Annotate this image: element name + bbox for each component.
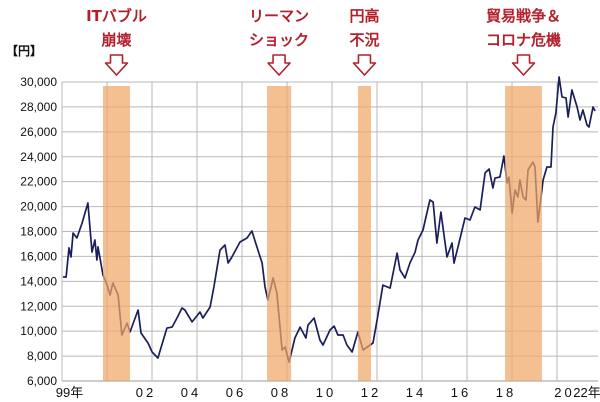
y-tick-label: 6,000: [27, 374, 57, 388]
period-label: リーマン: [249, 7, 309, 25]
y-tick-label: 12,000: [20, 299, 57, 313]
shaded-periods: [103, 86, 542, 381]
down-arrow-icon: [511, 54, 536, 76]
period-label: コロナ危機: [486, 31, 561, 49]
x-tick-label: 18: [496, 385, 516, 400]
y-tick-label: 14,000: [20, 274, 57, 288]
x-tick-label: 14: [406, 385, 426, 400]
x-tick-label: 04: [181, 385, 201, 400]
y-unit-label: 【円】: [6, 43, 42, 58]
period-label: 不況: [349, 31, 379, 49]
period-label: ショック: [249, 31, 309, 49]
shaded-period: [103, 86, 130, 381]
y-tick-label: 18,000: [20, 225, 57, 239]
x-tick-label: 20: [554, 385, 574, 400]
x-tick-label: 22年: [573, 385, 600, 400]
x-tick-label: 99年: [56, 385, 83, 400]
y-tick-label: 30,000: [20, 75, 57, 89]
period-label: ITバブル: [86, 7, 147, 25]
x-tick-label: 12: [361, 385, 381, 400]
x-tick-label: 08: [271, 385, 291, 400]
period-label: 円高: [349, 7, 379, 25]
y-tick-label: 24,000: [20, 150, 57, 164]
x-tick-label: 16: [451, 385, 471, 400]
down-arrow-icon: [267, 54, 291, 76]
y-axis: 6,000 8,000 10,000 12,000 14,000 16,000 18,000…: [20, 75, 57, 388]
x-tick-label: 02: [136, 385, 156, 400]
shaded-period: [505, 86, 542, 381]
y-tick-label: 26,000: [20, 125, 57, 139]
y-tick-label: 10,000: [20, 324, 57, 338]
period-label: 貿易戦争＆: [486, 7, 561, 25]
gridlines: [61, 81, 598, 382]
period-label: 崩壊: [101, 31, 131, 49]
x-tick-label: 10: [316, 385, 336, 400]
down-arrow-icon: [104, 54, 129, 76]
x-tick-label: 06: [226, 385, 246, 400]
down-arrow-icon: [352, 54, 377, 76]
y-tick-label: 22,000: [20, 175, 57, 189]
y-tick-label: 8,000: [27, 349, 57, 363]
shaded-period: [267, 86, 292, 381]
y-tick-label: 16,000: [20, 249, 57, 263]
shaded-period: [357, 86, 371, 381]
y-tick-label: 20,000: [20, 200, 57, 214]
y-tick-label: 28,000: [20, 100, 57, 114]
